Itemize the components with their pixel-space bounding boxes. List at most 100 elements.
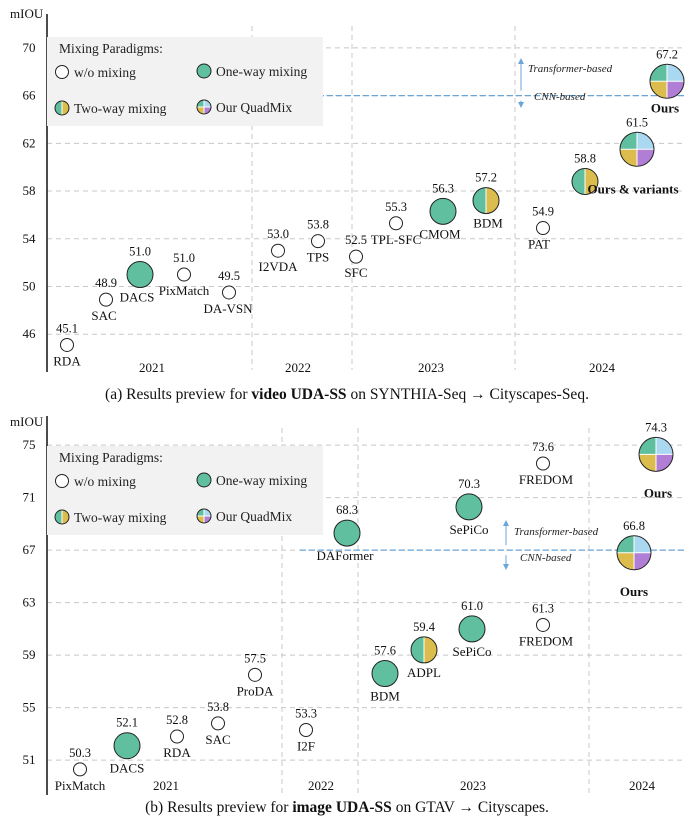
point-rda-0 [60,337,74,352]
point-i2f-5-value-label: 53.3 [295,706,317,720]
point-ours-14-name-label: Ours [651,100,679,115]
point-bdm-10-outline [472,187,500,215]
arrow-down-head [503,564,509,570]
y-tick-label: 51 [23,752,36,767]
y-tick-label: 66 [23,88,37,103]
point-i2f-5 [299,722,313,737]
point-adpl-8 [410,636,438,664]
legend-marker-one-circle [196,63,212,79]
point-i2vda-5-name-label: I2VDA [259,259,299,274]
legend-label-one: One-way mixing [216,473,307,488]
caption-prefix: (b) Results preview for [145,799,292,816]
point-dacs-2 [126,261,154,289]
year-label-2022: 2022 [308,778,334,793]
legend-label-none: w/o mixing [74,474,136,489]
point-ours-14-quad-bl [639,454,656,472]
point-cmom-9-circle [429,197,457,225]
point-daformer-6-circle [333,519,361,547]
point-proda-4-name-label: ProDA [237,683,274,698]
point-sfc-7-name-label: SFC [344,265,367,280]
legend-title: Mixing Paradigms: [59,41,163,56]
point-pat-11 [536,221,550,236]
point-i2f-5-name-label: I2F [297,738,315,753]
point-pixmatch-0-name-label: PixMatch [55,778,106,793]
point-sac-1-name-label: SAC [91,308,116,323]
point-sac-3-circle [211,716,225,731]
legend-background [47,37,323,126]
point-sepico-9-circle [458,615,486,643]
point-sepico-10-value-label: 70.3 [458,477,480,491]
point-tpl-sfc-8-name-label: TPL-SFC [371,232,422,247]
transformer-based-label: Transformer-based [514,526,599,538]
point-fredom-12-circle [536,456,550,471]
year-label-2024: 2024 [629,778,656,793]
point-tpl-sfc-8 [389,216,403,231]
point-ours-14 [638,436,674,472]
point-sepico-10 [455,493,483,521]
point-rda-2-value-label: 52.8 [166,713,188,727]
legend-marker-two-left-half [55,510,62,524]
cnn-based-label: CNN-based [534,91,586,103]
caption-bold: image UDA-SS [292,799,391,816]
y-tick-label: 71 [23,490,36,505]
point-fredom-11-value-label: 61.3 [532,601,554,615]
point-unnamed-12-value-label: 58.8 [574,152,596,166]
legend: Mixing Paradigms: w/o mixing One-way mixin… [47,37,323,126]
point-unnamed-12-outline [571,168,599,196]
legend-marker-two [54,509,70,525]
legend-marker-quad-quad-tr [204,100,211,107]
point-proda-4-circle [248,667,262,682]
point-sac-3-value-label: 53.8 [207,700,229,714]
point-ours-variants-13-quad-tl [620,132,637,150]
point-pixmatch-0-value-label: 50.3 [69,746,91,760]
caption-bold: video UDA-SS [251,386,346,403]
point-pixmatch-3-value-label: 51.0 [173,251,195,265]
point-sac-1-circle [99,292,113,307]
point-pixmatch-3-name-label: PixMatch [159,283,210,298]
point-adpl-8-name-label: ADPL [407,665,441,680]
point-ours-14-quad-tr [667,64,684,82]
point-dacs-2-circle [126,261,154,289]
point-dacs-1 [113,732,141,760]
point-rda-2-circle [170,729,184,744]
point-ours-variants-13-outline [619,131,655,167]
legend-marker-quad-quad-bl [197,107,204,114]
point-fredom-12-name-label: FREDOM [519,472,574,487]
point-ours-13 [616,535,652,571]
point-adpl-8-right-half [424,636,438,663]
point-adpl-8-outline [410,636,438,664]
point-ours-variants-13-quad-br [637,149,654,167]
caption-prefix: (a) Results preview for [105,386,251,403]
point-dacs-1-circle [113,732,141,760]
point-ours-14-value-label: 67.2 [656,47,678,61]
point-fredom-12 [536,456,550,471]
point-proda-4 [248,667,262,682]
point-ours-variants-13-name-label: Ours & variants [588,181,679,196]
panel-b-image-uda: 51 55 59 63 67 71 75 mIOU 2021 2022 2023 2024 Transf… [10,414,686,816]
legend-label-none: w/o mixing [74,65,136,80]
point-cmom-9-name-label: CMOM [419,226,461,241]
point-dacs-2-value-label: 51.0 [129,245,151,259]
point-fredom-11-name-label: FREDOM [519,633,574,648]
point-proda-4-value-label: 57.5 [244,651,266,665]
point-ours-variants-13-quad-bl [620,149,637,167]
point-sfc-7 [349,249,363,264]
legend-marker-none-circle [55,65,69,79]
point-bdm-7-value-label: 57.6 [374,644,396,658]
legend: Mixing Paradigms: w/o mixing One-way mixin… [47,446,323,535]
legend-marker-quad-outline [196,99,212,115]
point-cmom-9-value-label: 56.3 [432,181,454,195]
point-sepico-10-name-label: SePiCo [449,522,488,537]
cnn-based-label: CNN-based [520,552,572,564]
point-da-vsn-4-name-label: DA-VSN [203,301,253,316]
legend-marker-none [55,474,69,488]
y-tick-label: 63 [23,595,36,610]
y-tick-label: 70 [23,40,36,55]
point-ours-14-outline [649,63,685,99]
point-bdm-7 [371,660,399,688]
point-ours-14-value-label: 74.3 [645,420,667,434]
point-dacs-2-name-label: DACS [120,290,155,305]
legend-label-quad: Our QuadMix [216,509,292,524]
legend-title: Mixing Paradigms: [59,450,163,465]
point-bdm-10 [472,187,500,215]
